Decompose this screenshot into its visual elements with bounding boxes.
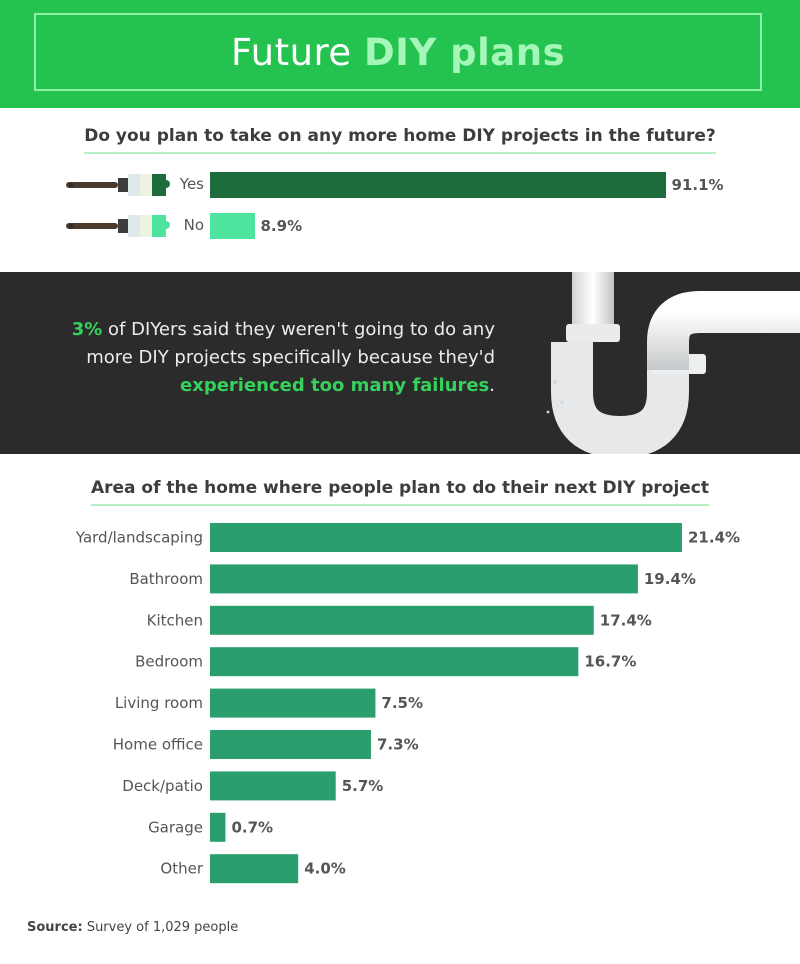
bar xyxy=(210,523,682,552)
chart1-row-no: No 8.9% xyxy=(0,213,800,239)
value-label: 7.5% xyxy=(381,694,423,712)
category-label: Deck/patio xyxy=(122,777,203,795)
chart1-row-yes: Yes 91.1% xyxy=(0,172,800,198)
bar xyxy=(210,564,638,594)
value-label-yes: 91.1% xyxy=(671,176,724,194)
category-label: Kitchen xyxy=(147,611,203,629)
area-bar-chart: Yard/landscaping 21.4% Bathroom 19.4% Kitche… xyxy=(75,523,740,884)
value-label: 0.7% xyxy=(231,818,273,836)
value-label: 7.3% xyxy=(377,736,419,754)
category-label: Home office xyxy=(113,736,203,754)
page-title: Future DIY plans xyxy=(230,30,566,74)
stat-banner: 3% of DIYers said they weren't going to … xyxy=(0,272,800,454)
bar xyxy=(210,771,336,801)
value-label: 5.7% xyxy=(342,777,384,795)
value-label: 17.4% xyxy=(600,611,652,629)
banner-statement: 3% of DIYers said they weren't going to … xyxy=(71,319,495,396)
category-label: Other xyxy=(160,860,203,878)
bar-label-yes: Yes xyxy=(179,175,204,193)
chart2-title: Area of the home where people plan to do… xyxy=(0,478,800,506)
value-label: 16.7% xyxy=(584,653,636,671)
bar xyxy=(210,605,594,635)
category-label: Yard/landscaping xyxy=(75,529,203,547)
category-label: Bedroom xyxy=(135,653,203,671)
bar xyxy=(210,730,372,759)
bar xyxy=(210,688,376,718)
bar xyxy=(210,854,299,884)
bar xyxy=(210,647,579,677)
value-label-no: 8.9% xyxy=(260,217,303,235)
value-label: 21.4% xyxy=(688,529,740,547)
bar-yes xyxy=(210,172,666,198)
paintbrush-icon xyxy=(66,174,170,196)
bar xyxy=(210,812,226,842)
header-frame: Future DIY plans xyxy=(34,13,762,91)
value-label: 19.4% xyxy=(644,570,696,588)
paintbrush-icon xyxy=(66,215,170,237)
source-note: Source: Survey of 1,029 people xyxy=(27,920,239,935)
header-banner: Future DIY plans xyxy=(0,0,800,108)
category-label: Garage xyxy=(148,818,203,836)
bar-label-no: No xyxy=(183,216,204,234)
category-label: Living room xyxy=(115,694,203,712)
value-label: 4.0% xyxy=(304,860,346,878)
bar-no xyxy=(210,213,255,239)
pipe-illustration xyxy=(546,272,800,454)
chart1-title: Do you plan to take on any more home DIY… xyxy=(0,126,800,154)
category-label: Bathroom xyxy=(129,570,203,588)
